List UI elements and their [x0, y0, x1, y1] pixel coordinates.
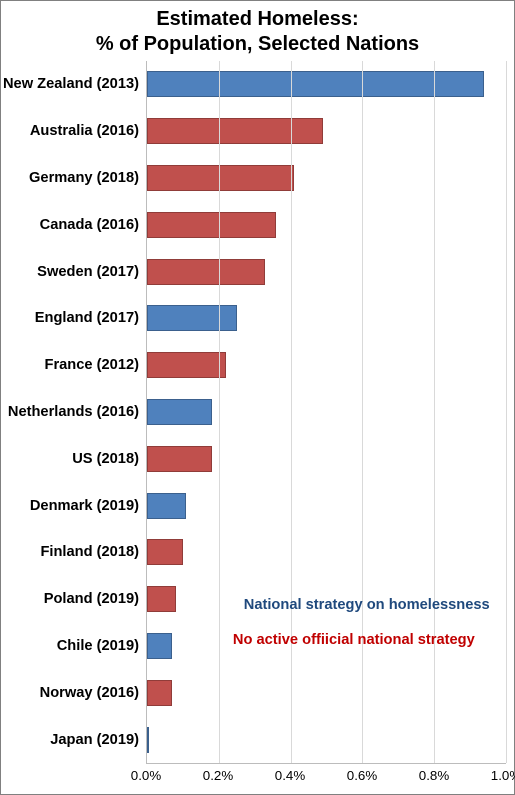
chart-title-line1: Estimated Homeless: [1, 7, 514, 32]
category-label: Chile (2019) [57, 638, 139, 654]
legend-no-strategy: No active offiicial national strategy [233, 632, 475, 648]
category-label: England (2017) [35, 310, 139, 326]
x-tick-label: 0.8% [419, 768, 449, 783]
bar [147, 493, 186, 519]
bar [147, 118, 323, 144]
category-label: Poland (2019) [44, 591, 139, 607]
gridline [506, 61, 507, 763]
bar-row: England (2017) [147, 305, 506, 331]
bars-container: New Zealand (2013) Australia (2016) German… [147, 61, 506, 763]
legend-strategy: National strategy on homelessness [244, 597, 490, 613]
category-label: France (2012) [45, 357, 140, 373]
gridline [291, 61, 292, 763]
x-axis: 0.0%0.2%0.4%0.6%0.8%1.0% [146, 768, 506, 786]
bar [147, 399, 212, 425]
category-label: New Zealand (2013) [3, 76, 139, 92]
bar-row: Norway (2016) [147, 680, 506, 706]
bar [147, 259, 265, 285]
category-label: Finland (2018) [40, 544, 139, 560]
category-label: Canada (2016) [40, 217, 139, 233]
gridline [362, 61, 363, 763]
chart-frame: Estimated Homeless: % of Population, Sel… [0, 0, 515, 795]
gridline [434, 61, 435, 763]
category-label: Australia (2016) [30, 123, 139, 139]
x-tick-label: 0.4% [275, 768, 305, 783]
category-label: US (2018) [72, 451, 139, 467]
x-tick-label: 1.0% [491, 768, 515, 783]
x-tick-label: 0.2% [203, 768, 233, 783]
gridline [219, 61, 220, 763]
bar [147, 539, 183, 565]
x-tick-label: 0.0% [131, 768, 161, 783]
bar [147, 586, 176, 612]
bar-row: Japan (2019) [147, 727, 506, 753]
bar [147, 727, 149, 753]
bar-row: Germany (2018) [147, 165, 506, 191]
bar-row: Australia (2016) [147, 118, 506, 144]
bar-row: Denmark (2019) [147, 493, 506, 519]
category-label: Netherlands (2016) [8, 404, 139, 420]
bar-row: Netherlands (2016) [147, 399, 506, 425]
category-label: Japan (2019) [50, 732, 139, 748]
bar [147, 165, 294, 191]
plot-area: New Zealand (2013) Australia (2016) German… [146, 61, 506, 764]
bar-row: France (2012) [147, 352, 506, 378]
bar [147, 212, 276, 238]
bar-row: Canada (2016) [147, 212, 506, 238]
bar-row: US (2018) [147, 446, 506, 472]
bar-row: Finland (2018) [147, 539, 506, 565]
category-label: Denmark (2019) [30, 498, 139, 514]
category-label: Germany (2018) [29, 170, 139, 186]
chart-title-line2: % of Population, Selected Nations [1, 32, 514, 57]
chart-title: Estimated Homeless: % of Population, Sel… [1, 7, 514, 57]
category-label: Norway (2016) [40, 685, 139, 701]
category-label: Sweden (2017) [37, 264, 139, 280]
bar [147, 352, 226, 378]
x-tick-label: 0.6% [347, 768, 377, 783]
bar [147, 446, 212, 472]
bar [147, 633, 172, 659]
bar-row: New Zealand (2013) [147, 71, 506, 97]
bar-row: Sweden (2017) [147, 259, 506, 285]
bar [147, 305, 237, 331]
bar [147, 680, 172, 706]
